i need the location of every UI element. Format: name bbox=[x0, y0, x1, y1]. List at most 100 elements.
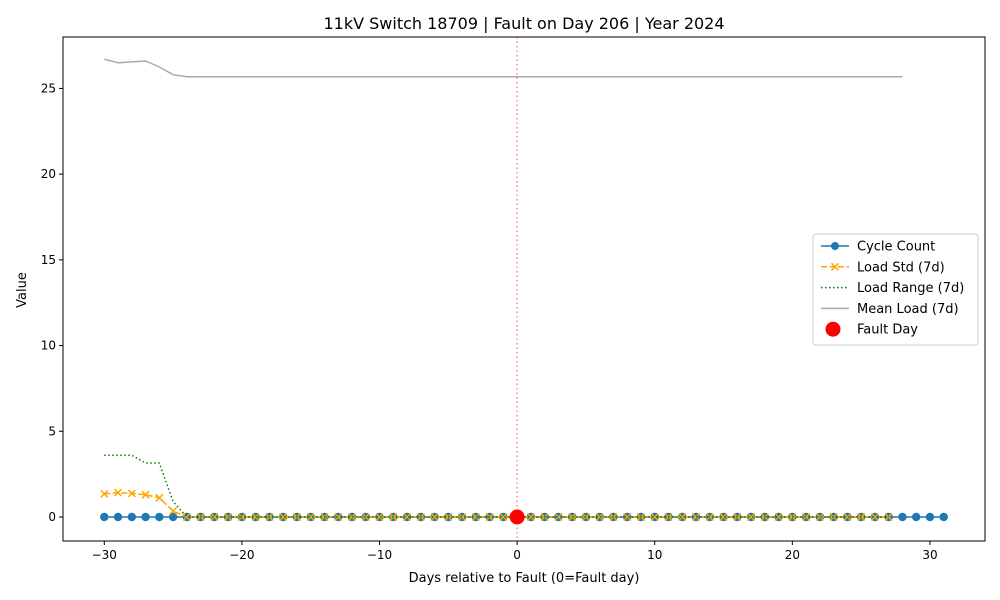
data-point-load-std bbox=[870, 512, 879, 522]
data-point-cycle-count bbox=[925, 512, 935, 522]
data-point-load-std bbox=[155, 493, 164, 502]
legend-label: Mean Load (7d) bbox=[857, 302, 959, 317]
x-tick-label: 20 bbox=[785, 548, 800, 562]
data-point-load-std-stroke-b bbox=[554, 512, 563, 522]
data-point-load-std bbox=[375, 512, 384, 522]
data-point-cycle-count bbox=[155, 512, 164, 522]
y-tick-label: 25 bbox=[41, 81, 56, 95]
data-point-load-std-stroke-b bbox=[430, 512, 439, 522]
data-point-load-std bbox=[843, 512, 852, 522]
data-point-load-std-stroke-b bbox=[114, 488, 123, 497]
legend-item: Mean Load (7d) bbox=[821, 302, 959, 317]
data-point-load-std bbox=[884, 512, 893, 522]
data-point-load-std-stroke-b bbox=[623, 512, 632, 522]
data-point-load-std bbox=[458, 512, 467, 522]
data-point-load-std-stroke-b bbox=[678, 512, 687, 522]
data-point-load-std bbox=[581, 512, 590, 522]
data-point-cycle-count bbox=[911, 512, 921, 522]
data-point-load-std-stroke-b bbox=[375, 512, 384, 522]
legend-swatch-marker bbox=[825, 321, 841, 337]
series-line-mean-load-7d bbox=[104, 58, 903, 78]
data-point-load-std bbox=[623, 512, 632, 522]
data-point-load-std bbox=[747, 512, 756, 522]
legend-box bbox=[812, 233, 979, 346]
data-point-load-std bbox=[279, 512, 288, 522]
legend-item: Load Range (7d) bbox=[821, 281, 964, 296]
data-point-load-std bbox=[802, 512, 811, 522]
data-point-load-std-stroke-b bbox=[843, 512, 852, 522]
x-tick-label: −30 bbox=[92, 548, 117, 562]
data-point-load-std-stroke-b bbox=[650, 512, 659, 522]
data-point-load-std bbox=[526, 512, 535, 522]
data-point-load-std-stroke-b bbox=[155, 493, 164, 502]
data-point-load-std bbox=[334, 512, 343, 522]
data-point-load-std bbox=[430, 512, 439, 522]
data-point-load-std-stroke-b bbox=[141, 490, 150, 499]
data-point-load-std bbox=[595, 512, 604, 522]
data-point-load-std bbox=[499, 512, 508, 522]
data-point-load-std-stroke-b bbox=[471, 512, 480, 522]
data-point-load-std-stroke-b bbox=[595, 512, 604, 522]
data-point-load-std-stroke-b bbox=[526, 512, 535, 522]
plot-inner bbox=[100, 37, 948, 541]
data-point-fault-day bbox=[509, 509, 525, 525]
data-point-load-std bbox=[650, 512, 659, 522]
data-point-load-std bbox=[141, 490, 150, 499]
data-point-cycle-count bbox=[168, 512, 178, 522]
plot-area bbox=[100, 37, 948, 541]
data-point-load-std-stroke-b bbox=[347, 512, 357, 522]
data-point-load-std-stroke-b bbox=[224, 512, 233, 522]
data-point-load-std bbox=[224, 512, 233, 522]
data-point-load-std bbox=[691, 512, 701, 522]
legend-swatch-marker bbox=[830, 262, 840, 271]
x-tick-label: 0 bbox=[513, 548, 521, 562]
data-point-load-std bbox=[554, 512, 563, 522]
data-point-load-std-stroke-b bbox=[402, 512, 412, 522]
legend-label: Load Range (7d) bbox=[857, 281, 964, 296]
data-point-load-std-stroke-b bbox=[306, 512, 315, 522]
data-point-load-std-stroke-b bbox=[719, 512, 728, 522]
data-point-load-std-stroke-b bbox=[458, 512, 467, 522]
y-tick-label: 0 bbox=[48, 510, 56, 524]
data-point-load-std bbox=[471, 512, 480, 522]
data-point-load-std-stroke-b bbox=[499, 512, 508, 522]
data-point-load-std bbox=[251, 512, 260, 522]
axes: −30 −20 −10 0 10 20 30 0 5 10 15 20 25 bbox=[41, 36, 986, 562]
data-point-load-std-stroke-b bbox=[100, 489, 109, 498]
series-points-load-std-7d bbox=[100, 488, 893, 522]
data-point-load-std-stroke-b bbox=[210, 512, 219, 522]
y-tick-label: 15 bbox=[41, 253, 56, 267]
data-point-load-std-stroke-b bbox=[279, 512, 288, 522]
data-point-load-std-stroke-b bbox=[361, 512, 370, 522]
data-point-load-std bbox=[678, 512, 687, 522]
data-point-cycle-count bbox=[939, 512, 948, 522]
data-point-load-std-stroke-b bbox=[127, 489, 136, 498]
x-tick-label: 30 bbox=[922, 548, 937, 562]
x-axis-label: Days relative to Fault (0=Fault day) bbox=[409, 571, 640, 586]
data-point-load-std-stroke-b bbox=[581, 512, 590, 522]
legend-item: Cycle Count bbox=[821, 240, 935, 255]
data-point-load-std-stroke-b bbox=[747, 512, 756, 522]
y-axis-label: Value bbox=[15, 272, 30, 308]
data-point-load-std-stroke-b bbox=[884, 512, 893, 522]
data-point-load-std bbox=[114, 488, 123, 497]
y-tick-label: 10 bbox=[41, 339, 56, 353]
data-point-load-std-stroke-b bbox=[334, 512, 343, 522]
data-point-load-std bbox=[361, 512, 370, 522]
data-point-load-std bbox=[127, 489, 136, 498]
axes-frame bbox=[62, 36, 986, 542]
legend-label: Load Std (7d) bbox=[857, 260, 945, 275]
data-point-cycle-count bbox=[100, 512, 109, 522]
data-point-load-std bbox=[169, 506, 178, 516]
y-tick-label: 5 bbox=[48, 424, 56, 438]
data-point-load-std bbox=[347, 512, 357, 522]
data-point-load-std-stroke-b bbox=[815, 512, 824, 522]
data-point-cycle-count bbox=[141, 512, 150, 522]
data-point-load-std-stroke-b bbox=[169, 506, 178, 516]
data-point-cycle-count bbox=[127, 512, 137, 522]
data-point-load-std bbox=[306, 512, 315, 522]
data-point-load-std-stroke-b bbox=[691, 512, 701, 522]
data-point-load-std-stroke-b bbox=[774, 512, 783, 522]
data-point-load-std bbox=[402, 512, 412, 522]
